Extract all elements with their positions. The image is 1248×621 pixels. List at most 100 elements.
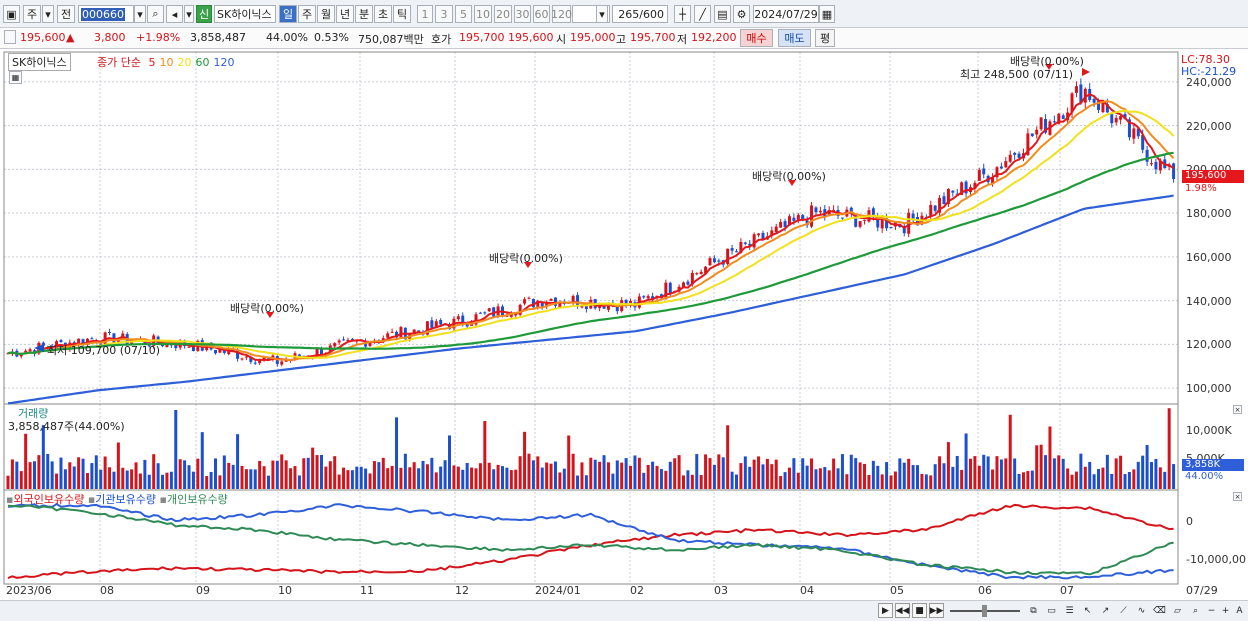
tab-week[interactable]: 주 <box>298 5 316 23</box>
tab-second[interactable]: 초 <box>374 5 392 23</box>
tab-day[interactable]: 일 <box>279 5 297 23</box>
checkbox[interactable] <box>4 30 16 44</box>
dividend-marker <box>1045 64 1053 70</box>
trend-icon[interactable]: ↖ <box>1083 605 1092 616</box>
fan-icon[interactable]: ⟋ <box>1120 605 1127 616</box>
draw-line-icon[interactable]: ╱ <box>694 5 711 23</box>
tab-tick[interactable]: 틱 <box>393 5 411 23</box>
code-dropdown-icon[interactable]: ▾ <box>134 5 146 23</box>
interval-button-5[interactable]: 5 <box>455 5 472 23</box>
candle-body <box>1158 160 1162 171</box>
sell-button[interactable]: 매도 <box>778 29 811 47</box>
forward-icon[interactable]: ▶▶ <box>929 603 944 618</box>
stock-code-input[interactable]: 000660 <box>78 5 134 23</box>
save-icon[interactable]: ▤ <box>714 5 731 23</box>
volume-bar <box>761 464 765 489</box>
market-select[interactable]: 주 <box>23 5 41 23</box>
chart-type-icon[interactable]: ┼ <box>674 5 691 23</box>
volume-bar <box>59 457 63 489</box>
eval-button[interactable]: 평 <box>815 29 835 47</box>
volume-bar <box>1136 461 1140 489</box>
volume-bar <box>205 476 209 489</box>
zoom-in-icon[interactable]: + <box>1221 605 1230 616</box>
volume-bar <box>655 465 659 489</box>
tab-year[interactable]: 년 <box>336 5 354 23</box>
speaker-dropdown-icon[interactable]: ▾ <box>184 5 194 23</box>
volume-bar <box>1079 453 1083 489</box>
close-icon[interactable]: × <box>1233 405 1242 414</box>
list-icon[interactable]: ☰ <box>1065 605 1074 616</box>
candle-body <box>876 215 880 228</box>
volume-bar <box>646 465 650 489</box>
text-icon[interactable]: A <box>1236 605 1243 616</box>
candle-body <box>871 208 875 218</box>
candle-body <box>536 300 540 308</box>
calendar-icon[interactable]: ▦ <box>819 5 835 23</box>
window-icon[interactable]: ▣ <box>3 5 20 23</box>
volume-bar <box>567 435 571 489</box>
rewind-icon[interactable]: ◀◀ <box>895 603 910 618</box>
market-dropdown-icon[interactable]: ▾ <box>42 5 54 23</box>
volume-bar <box>968 458 972 489</box>
candle-body <box>668 282 672 294</box>
volume-bar <box>143 459 147 489</box>
close-icon[interactable]: × <box>1233 492 1242 501</box>
volume-bar <box>907 458 911 489</box>
stop-icon[interactable]: ■ <box>912 603 927 618</box>
grid-icon[interactable]: ▦ <box>9 71 22 84</box>
interval-button-20[interactable]: 20 <box>494 5 512 23</box>
volume-bar <box>942 463 946 489</box>
zoom-icon[interactable]: ⌕ <box>1192 605 1199 616</box>
volume-bar <box>553 461 557 489</box>
volume-bar <box>478 463 482 489</box>
candle-body <box>540 302 544 307</box>
credit-badge[interactable]: 신 <box>196 5 212 23</box>
search-icon[interactable]: ⌕ <box>147 5 164 23</box>
dividend-marker <box>524 262 532 268</box>
volume-bar <box>492 469 496 489</box>
scroll-right-icon[interactable]: ▶ <box>878 603 893 618</box>
volume-bar <box>187 465 191 489</box>
copy-icon[interactable]: ⧉ <box>1030 605 1037 616</box>
stock-name-field[interactable]: SK하이닉스 <box>214 5 276 23</box>
zoom-slider-handle[interactable] <box>982 605 987 617</box>
tick-dropdown-icon[interactable]: ▾ <box>596 5 608 23</box>
chart-svg[interactable] <box>0 50 1248 600</box>
volume-bar <box>324 466 328 489</box>
shape-icon[interactable]: ▱ <box>1174 605 1181 616</box>
stock-legend[interactable]: SK하이닉스 <box>8 53 71 71</box>
volume-bar <box>24 433 28 489</box>
interval-button-10[interactable]: 10 <box>474 5 492 23</box>
interval-button-60[interactable]: 60 <box>533 5 550 23</box>
interval-button-1[interactable]: 1 <box>417 5 433 23</box>
buy-button[interactable]: 매수 <box>740 29 773 47</box>
candle-body <box>991 177 995 184</box>
holding-axis-label: 0 <box>1186 515 1193 528</box>
tab-month[interactable]: 월 <box>317 5 335 23</box>
volume-bar <box>545 462 549 489</box>
date-input[interactable]: 2024/07/29 <box>753 5 819 23</box>
count-input[interactable]: 265/600 <box>612 5 668 23</box>
prev-button[interactable]: 전 <box>57 5 75 23</box>
volume-bar <box>699 475 703 489</box>
window-icon[interactable]: ▭ <box>1047 605 1056 616</box>
candle-body <box>523 299 527 304</box>
interval-button-120[interactable]: 120 <box>551 5 572 23</box>
candle-body <box>319 348 323 356</box>
interval-button-30[interactable]: 30 <box>514 5 531 23</box>
price-tag-value: 195,600 <box>1185 170 1227 181</box>
interval-button-3[interactable]: 3 <box>435 5 453 23</box>
eraser-icon[interactable]: ⌫ <box>1153 605 1166 616</box>
speaker-icon[interactable]: ◂ <box>166 5 183 23</box>
gear-icon[interactable]: ⚙ <box>733 5 750 23</box>
volume-bar <box>840 454 844 489</box>
ma-line-60 <box>7 151 1174 356</box>
ma-period-10: 10 <box>159 56 174 69</box>
zoom-out-icon[interactable]: − <box>1207 605 1216 616</box>
tab-minute[interactable]: 분 <box>355 5 373 23</box>
volume-bar <box>1021 472 1025 489</box>
volume-bar <box>704 454 708 489</box>
volume-bar <box>174 410 178 489</box>
line-icon[interactable]: ↗ <box>1101 605 1110 616</box>
wave-icon[interactable]: ∿ <box>1137 605 1146 616</box>
